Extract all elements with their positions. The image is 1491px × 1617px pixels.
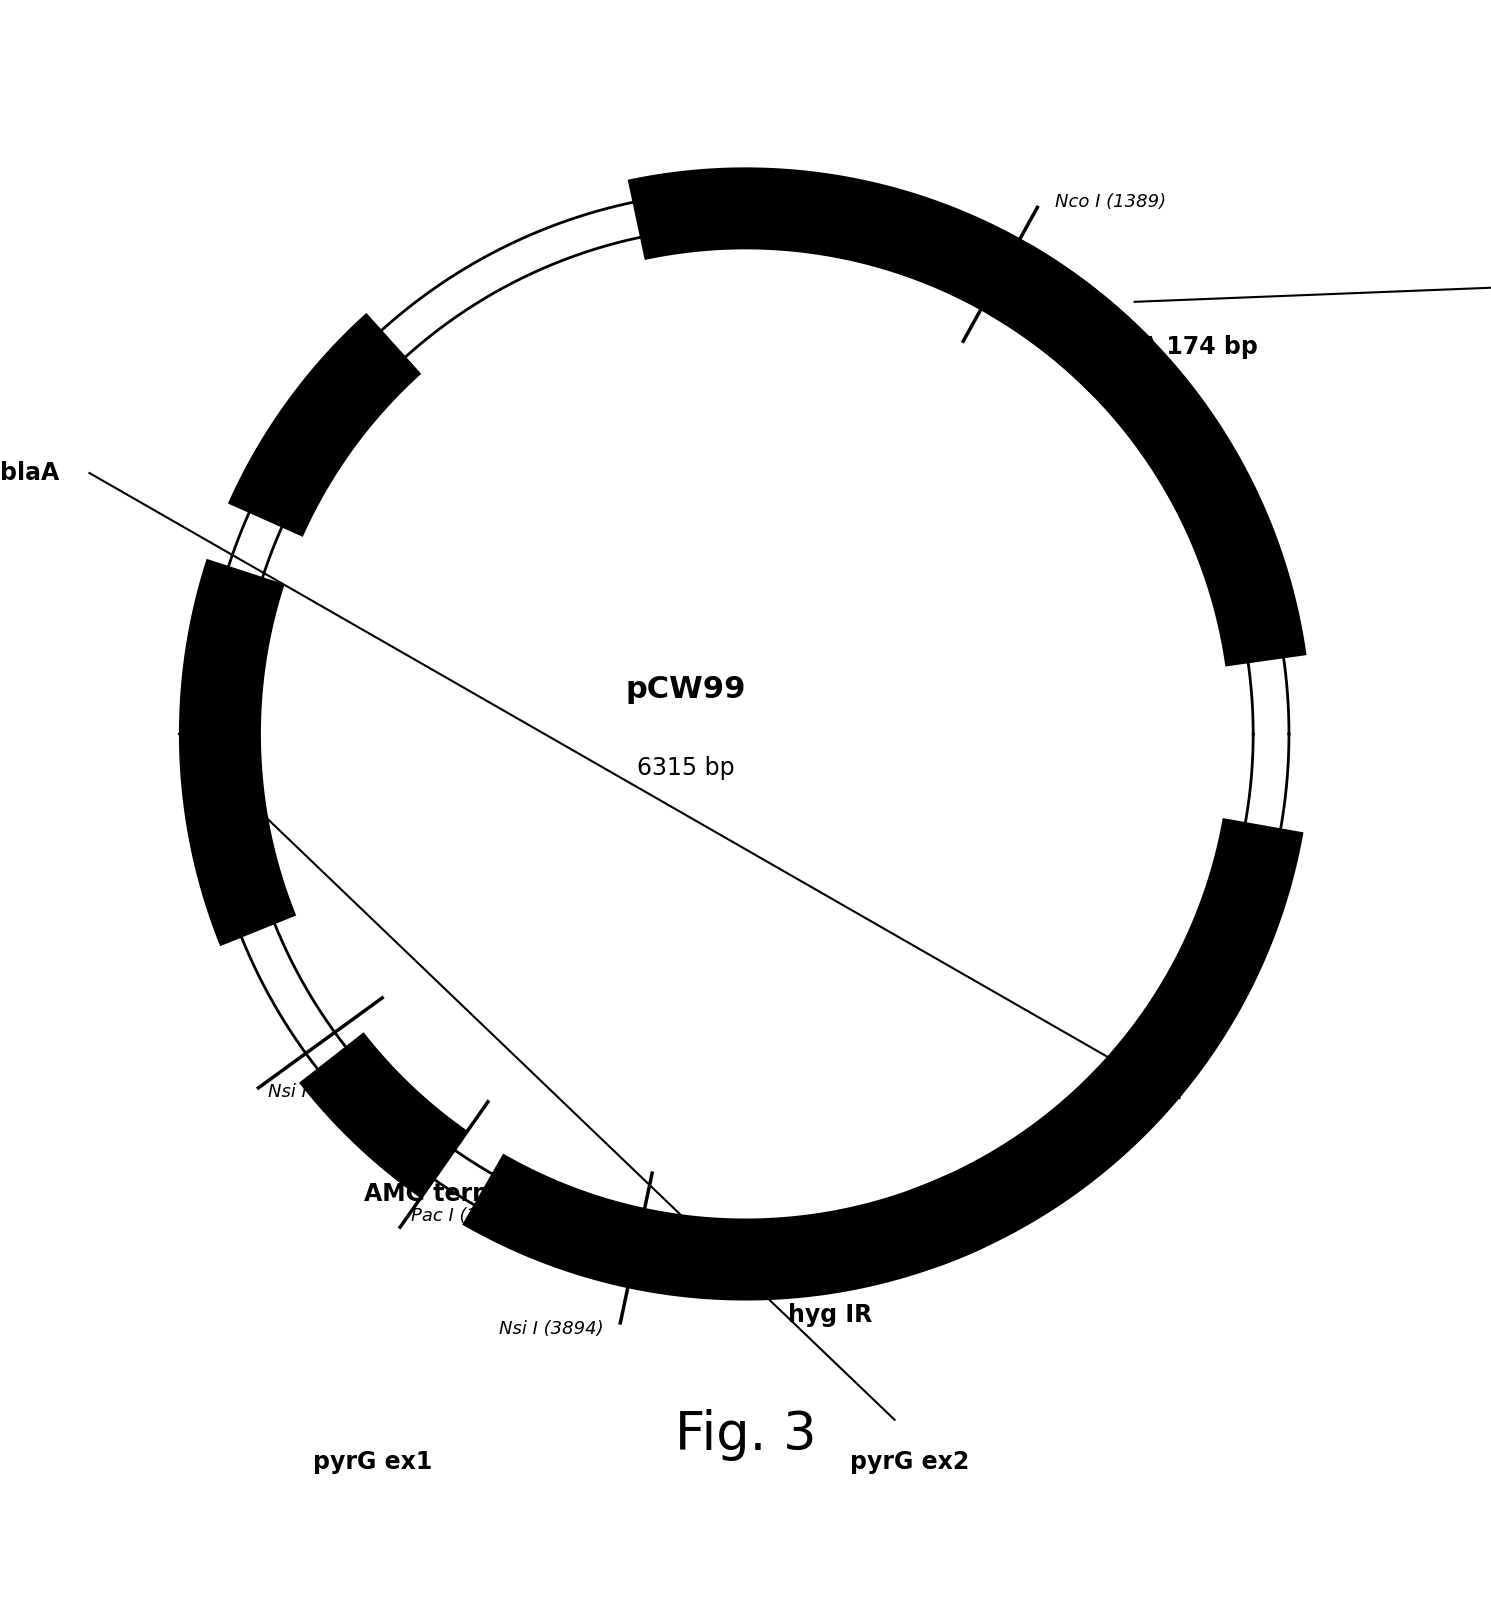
Polygon shape: [179, 559, 297, 946]
Text: AMG term.: AMG term.: [364, 1182, 505, 1206]
Polygon shape: [911, 818, 1303, 1266]
Polygon shape: [462, 1153, 986, 1300]
Polygon shape: [1190, 938, 1233, 991]
Text: Fig. 3: Fig. 3: [675, 1408, 816, 1460]
Text: pyrG ex2: pyrG ex2: [850, 1449, 969, 1473]
Text: 6315 bp: 6315 bp: [637, 757, 735, 781]
Text: wA 174 bp: wA 174 bp: [1118, 335, 1258, 359]
Text: pCW99: pCW99: [626, 674, 746, 703]
Text: hyg IR: hyg IR: [789, 1303, 872, 1328]
Polygon shape: [989, 243, 1153, 398]
Text: Nco I (1389): Nco I (1389): [1056, 192, 1166, 210]
Text: Nsi I (2409): Nsi I (2409): [268, 1082, 373, 1101]
Polygon shape: [301, 396, 349, 450]
Text: blaA: blaA: [0, 461, 60, 485]
Polygon shape: [1041, 289, 1094, 338]
Polygon shape: [300, 1032, 468, 1198]
Text: pyrG ex1: pyrG ex1: [313, 1449, 432, 1473]
Text: Nsi I (3894): Nsi I (3894): [499, 1319, 604, 1337]
Polygon shape: [197, 752, 243, 802]
Text: Pac I (2087): Pac I (2087): [412, 1206, 520, 1224]
Polygon shape: [228, 314, 422, 537]
Polygon shape: [628, 168, 1306, 666]
